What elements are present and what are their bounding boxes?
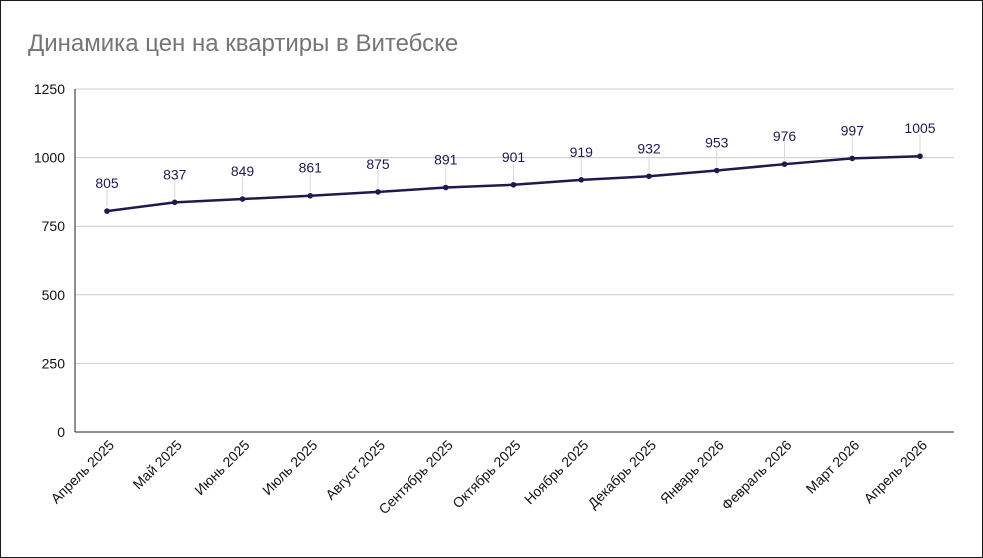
data-point xyxy=(713,167,720,174)
x-tick-label: Сентябрь 2025 xyxy=(375,437,456,518)
data-label: 976 xyxy=(773,128,797,144)
x-tick-label: Декабрь 2025 xyxy=(584,437,659,512)
data-label: 891 xyxy=(434,152,458,168)
x-tick-label: Март 2026 xyxy=(803,437,863,497)
data-label: 953 xyxy=(705,134,729,150)
data-point xyxy=(307,192,314,199)
data-point xyxy=(375,189,381,195)
data-point xyxy=(781,161,788,167)
y-tick-label: 750 xyxy=(42,218,66,234)
x-tick-label: Ноябрь 2025 xyxy=(521,437,592,508)
data-label: 919 xyxy=(570,144,594,160)
y-tick-label: 500 xyxy=(42,287,66,303)
data-label: 837 xyxy=(163,166,187,182)
data-label: 849 xyxy=(231,163,255,179)
data-point xyxy=(442,184,449,191)
chart-title: Динамика цен на квартиры в Витебске xyxy=(28,30,459,57)
x-tick-label: Февраль 2026 xyxy=(718,437,794,513)
data-label: 861 xyxy=(299,160,323,176)
x-tick-label: Январь 2026 xyxy=(657,437,727,507)
data-point xyxy=(849,155,856,162)
x-tick-label: Август 2025 xyxy=(322,437,388,503)
data-label: 875 xyxy=(366,156,390,172)
data-label: 997 xyxy=(841,122,865,138)
data-point xyxy=(646,173,652,180)
y-tick-label: 1250 xyxy=(34,81,65,97)
data-point xyxy=(578,177,585,183)
y-tick-label: 250 xyxy=(42,355,66,371)
x-tick-label: Апрель 2026 xyxy=(860,437,930,507)
x-tick-label: Май 2025 xyxy=(129,437,185,493)
data-point xyxy=(171,199,178,206)
x-tick-label: Июнь 2025 xyxy=(191,437,252,498)
data-point xyxy=(510,181,517,188)
data-point xyxy=(917,153,923,160)
data-label: 932 xyxy=(637,140,661,156)
y-tick-label: 1000 xyxy=(34,150,65,166)
x-tick-label: Июль 2025 xyxy=(259,437,320,498)
x-tick-label: Октябрь 2025 xyxy=(449,437,524,512)
data-label: 1005 xyxy=(904,120,935,136)
y-tick-label: 0 xyxy=(57,424,65,440)
data-label: 805 xyxy=(95,175,119,191)
data-label: 901 xyxy=(502,149,526,165)
data-point xyxy=(104,208,110,214)
x-tick-label: Апрель 2025 xyxy=(47,437,117,507)
data-point xyxy=(239,196,246,202)
